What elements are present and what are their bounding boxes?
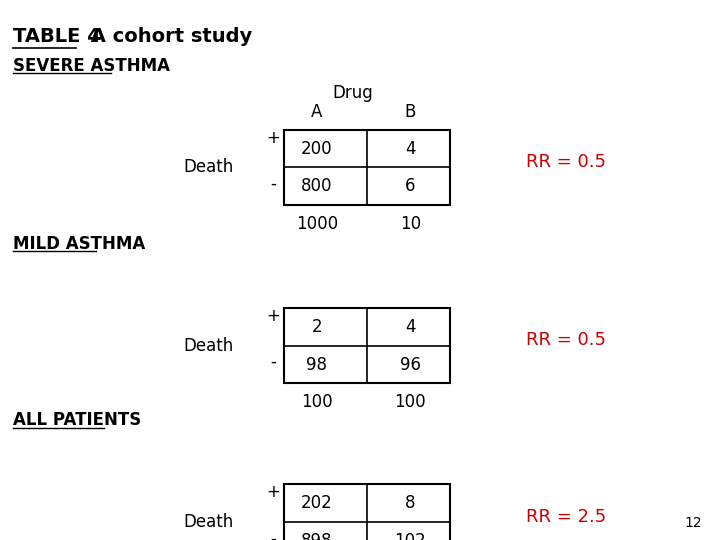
Text: B: B xyxy=(405,103,416,120)
Text: 98: 98 xyxy=(306,355,328,374)
Text: 10: 10 xyxy=(400,215,421,233)
Text: 202: 202 xyxy=(301,494,333,512)
Text: -: - xyxy=(271,174,276,193)
Text: 800: 800 xyxy=(301,177,333,195)
Text: +: + xyxy=(266,129,281,147)
Text: Drug: Drug xyxy=(333,84,373,102)
Text: 2: 2 xyxy=(312,318,322,336)
Text: 4: 4 xyxy=(405,318,415,336)
Bar xyxy=(284,130,450,205)
Text: Death: Death xyxy=(184,336,234,355)
Text: 6: 6 xyxy=(405,177,415,195)
Text: 8: 8 xyxy=(405,494,415,512)
Text: RR = 0.5: RR = 0.5 xyxy=(526,153,606,171)
Text: RR = 0.5: RR = 0.5 xyxy=(526,331,606,349)
Bar xyxy=(284,484,450,540)
Text: 200: 200 xyxy=(301,139,333,158)
Text: +: + xyxy=(266,483,281,502)
Bar xyxy=(284,308,450,383)
Text: 4: 4 xyxy=(405,139,415,158)
Text: Death: Death xyxy=(184,513,234,531)
Text: ALL PATIENTS: ALL PATIENTS xyxy=(13,411,141,429)
Text: 898: 898 xyxy=(301,532,333,540)
Text: MILD ASTHMA: MILD ASTHMA xyxy=(13,235,145,253)
Text: -: - xyxy=(271,353,276,371)
Text: A cohort study: A cohort study xyxy=(84,27,252,46)
Text: 100: 100 xyxy=(395,393,426,411)
Text: 100: 100 xyxy=(301,393,333,411)
Text: 102: 102 xyxy=(395,532,426,540)
Text: SEVERE ASTHMA: SEVERE ASTHMA xyxy=(13,57,170,75)
Text: RR = 2.5: RR = 2.5 xyxy=(526,508,606,526)
Text: 96: 96 xyxy=(400,355,421,374)
Text: A: A xyxy=(311,103,323,120)
Text: +: + xyxy=(266,307,281,325)
Text: Death: Death xyxy=(184,158,234,177)
Text: 12: 12 xyxy=(685,516,702,530)
Text: 1000: 1000 xyxy=(296,215,338,233)
Text: TABLE 4: TABLE 4 xyxy=(13,27,101,46)
Text: -: - xyxy=(271,529,276,540)
